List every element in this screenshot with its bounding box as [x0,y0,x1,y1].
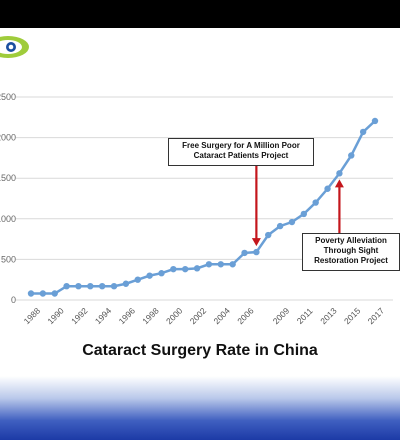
x-tick-label: 2006 [235,305,256,326]
data-point [288,218,296,226]
data-point [229,261,236,268]
data-point [300,210,308,218]
data-point [253,248,260,256]
x-tick-label: 2009 [271,305,292,326]
chart-title: Cataract Surgery Rate in China [82,342,318,359]
data-point [75,282,82,290]
data-point [371,117,379,125]
x-tick-label: 1994 [93,305,114,326]
data-point [359,128,367,136]
data-point [312,199,319,206]
data-point [336,170,343,177]
data-points [27,117,379,297]
x-tick-label: 2004 [211,305,232,326]
data-point [158,270,165,277]
annotation-line: Restoration Project [314,256,388,265]
data-point [134,276,141,283]
data-point [182,265,189,273]
annotation-free-surgery: Free Surgery for A Million Poor Cataract… [168,138,314,166]
logo-icon [0,36,29,58]
arrow-head [334,179,344,188]
x-tick-label: 2002 [188,305,209,326]
data-point [87,282,94,290]
arrow-head [251,238,261,247]
data-point [324,185,331,192]
x-tick-label: 1996 [117,305,138,326]
data-point [122,280,130,287]
bottom-gradient-band [0,376,400,440]
data-point [217,261,224,268]
y-tick-label: 1000 [0,214,16,224]
data-point [348,152,355,159]
x-tick-label: 1998 [140,305,161,326]
y-tick-label: 1500 [0,173,16,183]
y-tick-label: 2500 [0,92,16,102]
x-tick-label: 2015 [342,305,363,326]
x-tick-label: 2017 [366,305,387,326]
x-tick-label: 1992 [69,305,90,326]
data-point [51,290,58,297]
y-axis-ticks: 0 500 1000 1500 2000 2500 [0,92,16,305]
y-tick-label: 2000 [0,133,16,143]
data-point [39,290,47,297]
data-point [98,282,106,290]
x-tick-label: 2000 [164,305,185,326]
data-point [27,290,35,297]
annotation-line: Free Surgery for A Million Poor [182,141,300,150]
annotation-poverty-alleviation: Poverty Alleviation Through Sight Restor… [302,233,400,271]
data-point [241,249,248,257]
data-point [63,282,70,290]
x-tick-label: 1990 [45,305,66,326]
annotation-line: Cataract Patients Project [193,151,289,160]
y-tick-label: 0 [11,295,16,305]
data-point [170,265,177,273]
data-point [265,231,272,239]
top-black-bar [0,0,400,28]
data-point [276,222,284,230]
data-point [146,272,153,279]
annotation-line: Poverty Alleviation [315,236,387,245]
data-point [110,282,118,290]
x-axis-ticks: 1988 1990 1992 1994 1996 1998 2000 2002 2004 2006… [22,305,387,326]
line-chart: 05001000150020002500 1988199019921994199… [0,92,393,326]
x-tick-label: 2011 [295,306,315,326]
data-point [205,261,213,268]
x-tick-label: 1988 [22,305,43,326]
data-point [193,265,201,272]
grid-layer [16,96,393,301]
annotation-line: Through Sight [323,246,379,255]
y-tick-label: 500 [1,254,16,264]
x-tick-label: 2013 [318,305,339,326]
